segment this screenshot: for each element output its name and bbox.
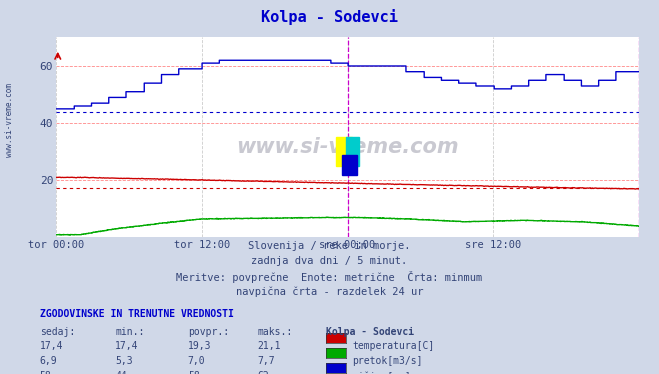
Text: temperatura[C]: temperatura[C] <box>353 341 435 352</box>
Text: 62: 62 <box>257 371 269 374</box>
Text: 21,1: 21,1 <box>257 341 281 352</box>
Text: zadnja dva dni / 5 minut.: zadnja dva dni / 5 minut. <box>251 256 408 266</box>
Text: Meritve: povprečne  Enote: metrične  Črta: minmum: Meritve: povprečne Enote: metrične Črta:… <box>177 271 482 283</box>
Text: 7,0: 7,0 <box>188 356 206 367</box>
Text: 5,3: 5,3 <box>115 356 133 367</box>
Text: 58: 58 <box>188 371 200 374</box>
Text: povpr.:: povpr.: <box>188 327 229 337</box>
Text: višina[cm]: višina[cm] <box>353 371 411 374</box>
Text: www.si-vreme.com: www.si-vreme.com <box>5 83 14 157</box>
Text: www.si-vreme.com: www.si-vreme.com <box>237 138 459 157</box>
Bar <box>336 138 353 166</box>
Text: 17,4: 17,4 <box>40 341 63 352</box>
Text: maks.:: maks.: <box>257 327 292 337</box>
Text: 19,3: 19,3 <box>188 341 212 352</box>
Text: 6,9: 6,9 <box>40 356 57 367</box>
Text: navpična črta - razdelek 24 ur: navpična črta - razdelek 24 ur <box>236 286 423 297</box>
Text: min.:: min.: <box>115 327 145 337</box>
Text: 7,7: 7,7 <box>257 356 275 367</box>
Text: Kolpa - Sodevci: Kolpa - Sodevci <box>326 327 415 337</box>
Bar <box>346 138 358 166</box>
Bar <box>343 154 357 175</box>
Text: Slovenija / reke in morje.: Slovenija / reke in morje. <box>248 241 411 251</box>
Text: 44: 44 <box>115 371 127 374</box>
Text: ZGODOVINSKE IN TRENUTNE VREDNOSTI: ZGODOVINSKE IN TRENUTNE VREDNOSTI <box>40 309 233 319</box>
Text: Kolpa - Sodevci: Kolpa - Sodevci <box>261 9 398 25</box>
Text: 17,4: 17,4 <box>115 341 139 352</box>
Text: sedaj:: sedaj: <box>40 327 74 337</box>
Text: 58: 58 <box>40 371 51 374</box>
Text: pretok[m3/s]: pretok[m3/s] <box>353 356 423 367</box>
